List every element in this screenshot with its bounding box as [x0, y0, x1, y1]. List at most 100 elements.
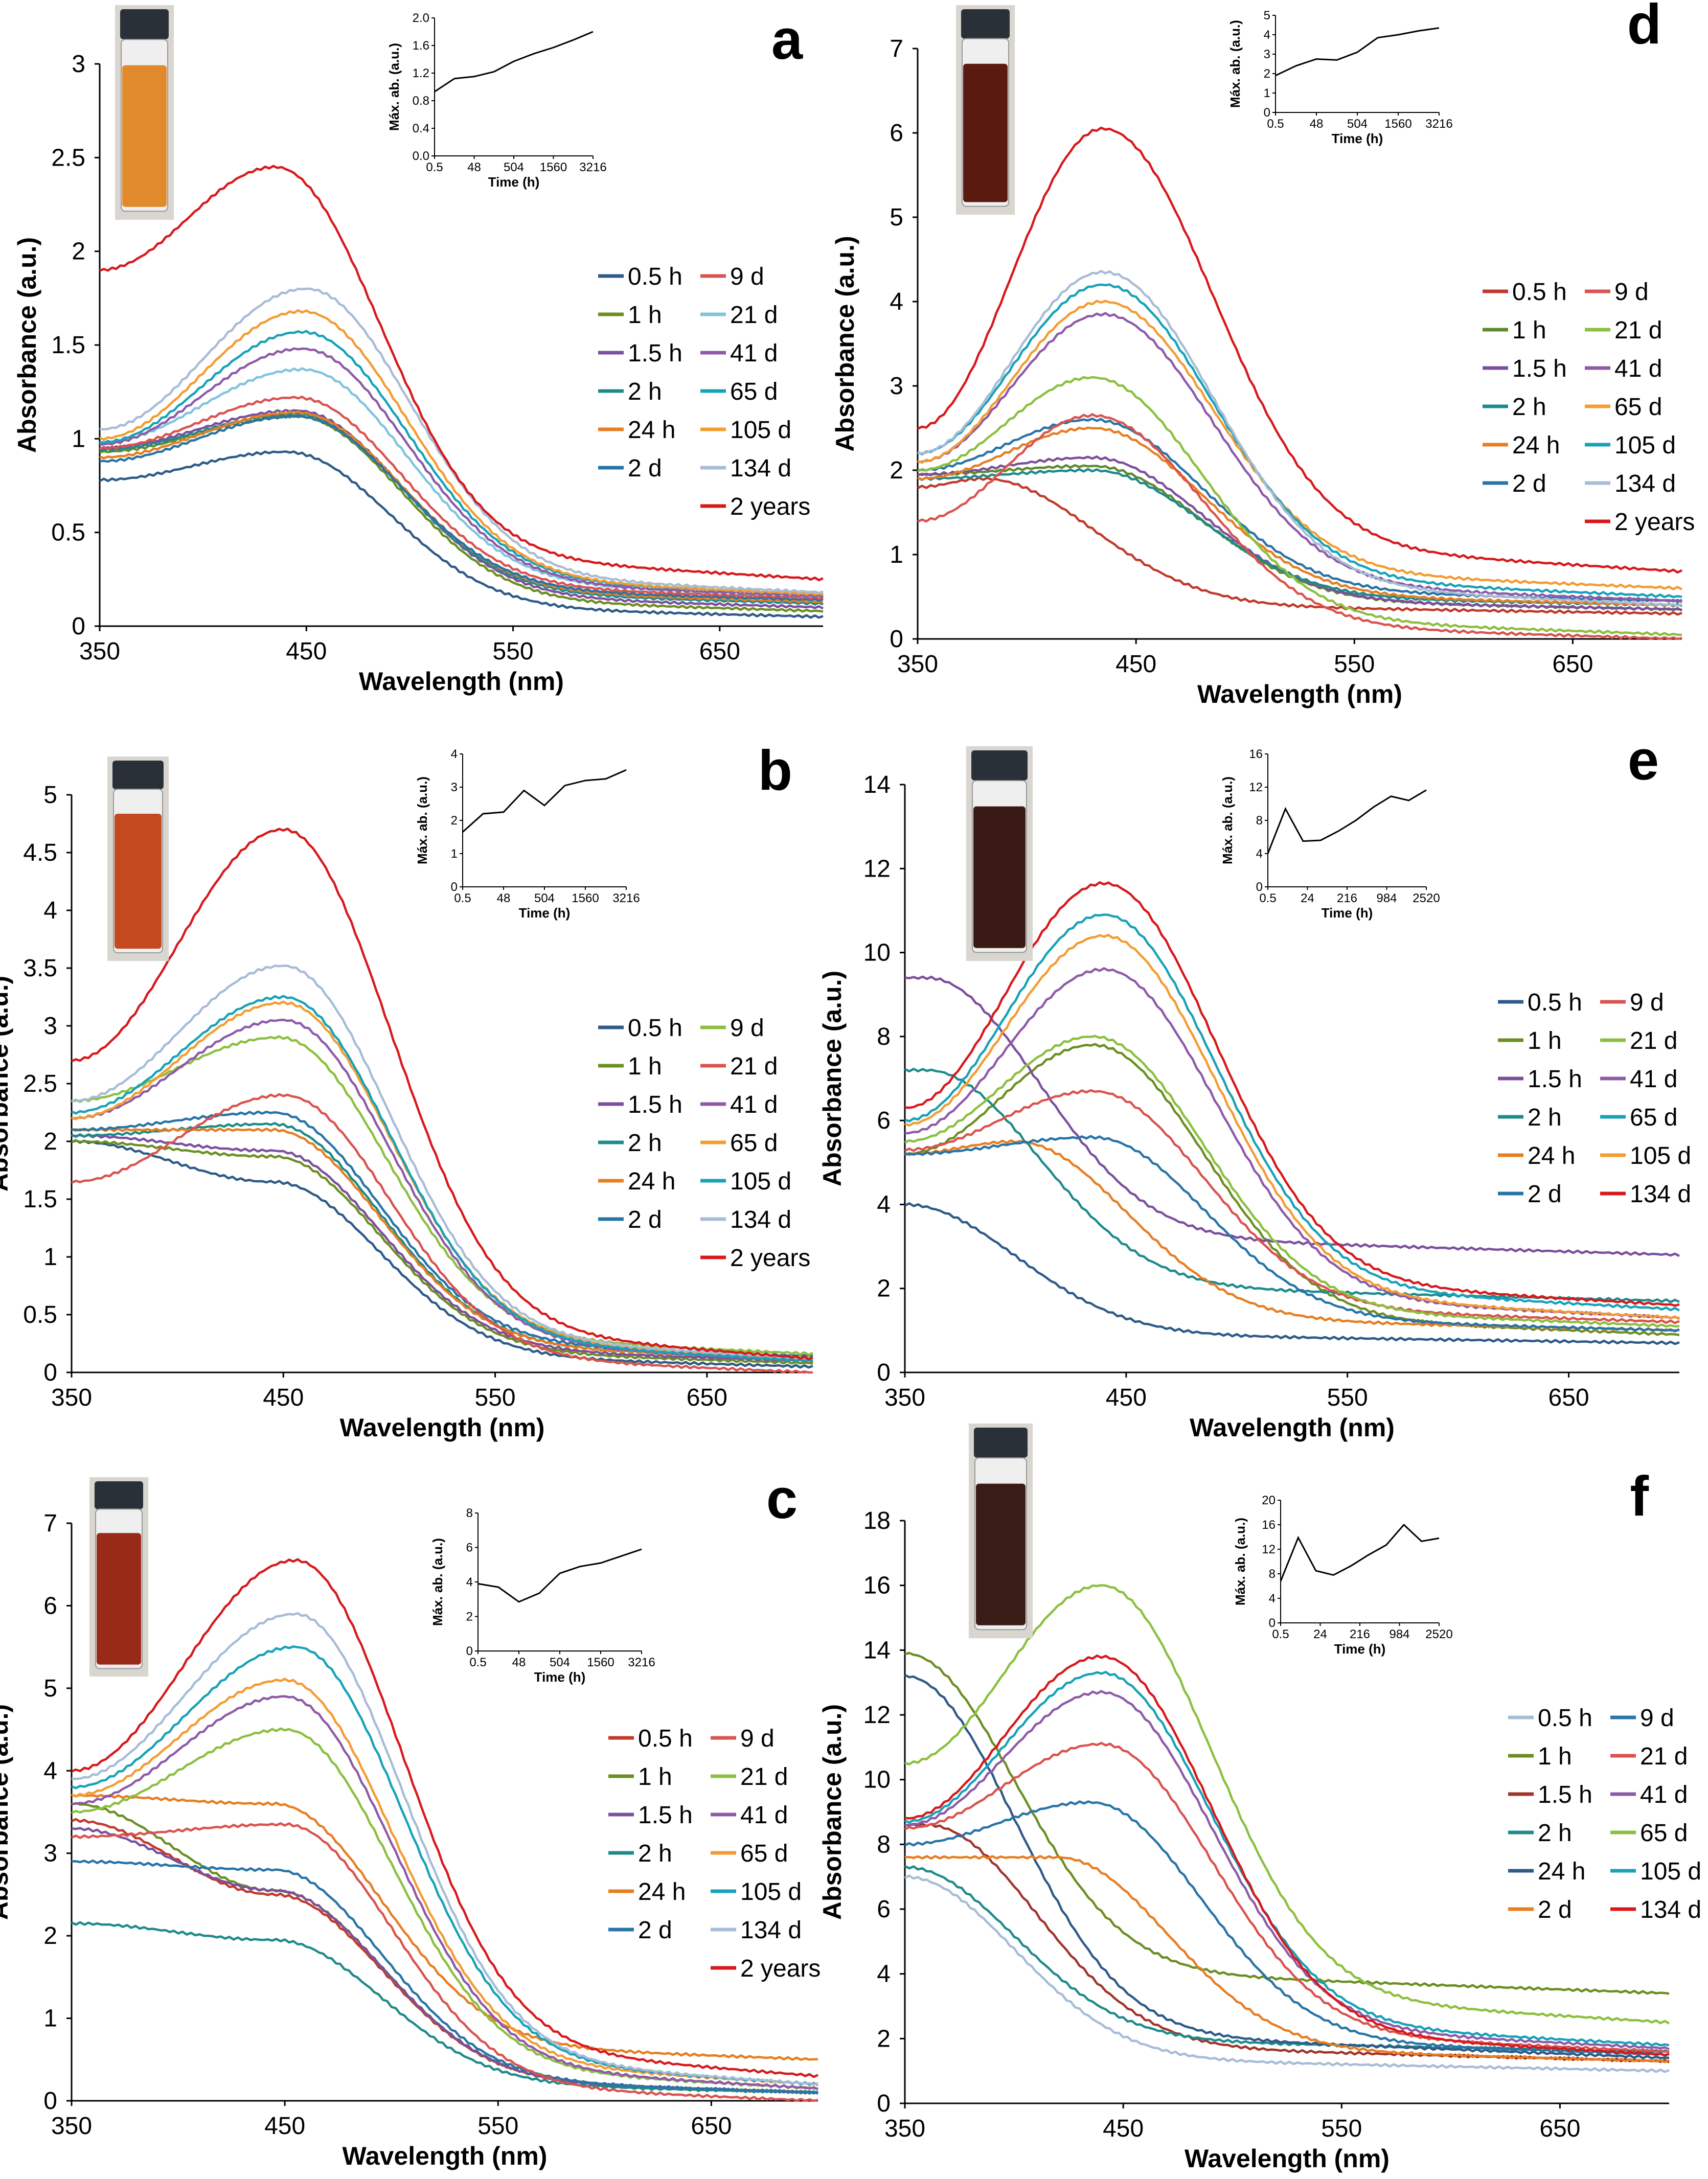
series-line-41-d	[904, 1690, 1670, 2051]
legend-label: 105 d	[730, 1168, 791, 1195]
y-tick-label: 1	[43, 2005, 57, 2032]
legend-label: 0.5 h	[628, 263, 682, 290]
legend-label: 9 d	[1630, 989, 1664, 1016]
y-tick-label: 3	[43, 1013, 57, 1040]
y-tick-label: 0	[43, 2088, 57, 2115]
panel-a: 0 0.5 1 1.5 2 2.5 3 350 450 550 650 Wavelength (nm)…	[13, 5, 824, 696]
legend-label: 2 d	[628, 455, 662, 482]
inset-x-axis-title: Time (h)	[1334, 1641, 1386, 1657]
inset-y-tick-label: 0	[1269, 1616, 1276, 1630]
inset-y-tick-label: 2	[466, 1610, 473, 1624]
series-line-21-d	[71, 1093, 813, 1374]
inset-line	[1267, 789, 1427, 854]
series-line-1.5-h	[71, 1133, 814, 1363]
y-tick-label: 3	[43, 1840, 57, 1867]
legend-label: 2 d	[628, 1206, 662, 1233]
inset-y-tick-label: 0	[1256, 880, 1263, 894]
panel-c: 0 1 2 3 4 5 6 7 350 450 550 650 Wavelength (nm) Absor…	[0, 1467, 821, 2170]
inset-x-tick-label: 0.5	[469, 1656, 486, 1669]
legend-label: 2 d	[1512, 470, 1546, 497]
y-tick-label: 0.5	[51, 519, 85, 546]
inset-x-tick-label: 0.5	[426, 160, 443, 174]
x-axis-title: Wavelength (nm)	[359, 667, 564, 696]
y-tick-label: 7	[890, 35, 903, 62]
legend-label: 65 d	[730, 378, 778, 405]
series-line-41-d	[71, 1695, 818, 2091]
inset-x-tick-label: 1560	[1384, 117, 1411, 131]
vial-cap	[974, 1428, 1028, 1458]
inset-x-tick-label: 24	[1313, 1627, 1327, 1641]
inset-chart: 0 4 8 12 16 0.5 24 216 984 2520 Time (h) Máx. ab. (…	[1220, 747, 1440, 921]
inset-x-tick-label: 984	[1389, 1627, 1409, 1641]
y-tick-label: 16	[863, 1572, 891, 1599]
series-line-21-d	[917, 376, 1682, 636]
x-tick-label: 650	[1548, 1384, 1589, 1411]
y-tick-label: 4	[43, 897, 57, 924]
inset-y-tick-label: 16	[1262, 1518, 1276, 1532]
legend-label: 65 d	[730, 1130, 778, 1157]
legend-label: 2 h	[638, 1840, 672, 1867]
series-line-134-d	[71, 965, 813, 1361]
inset-x-tick-label: 0.5	[454, 891, 471, 905]
inset-y-tick-label: 0	[1264, 106, 1270, 120]
inset-line	[1275, 27, 1440, 77]
inset-x-axis-title: Time (h)	[1332, 131, 1383, 146]
legend-label: 1 h	[628, 302, 662, 329]
legend-label: 2 h	[1528, 1104, 1562, 1131]
legend-label: 0.5 h	[1512, 279, 1567, 306]
legend-label: 65 d	[1614, 394, 1662, 421]
legend-label: 65 d	[1630, 1104, 1677, 1131]
y-axis-title: Absorbance (a.u.)	[13, 237, 41, 453]
x-tick-label: 550	[1327, 1384, 1368, 1411]
legend-label: 0.5 h	[628, 1015, 682, 1042]
y-tick-label: 6	[43, 1592, 57, 1619]
panel-label: c	[766, 1467, 798, 1530]
inset-y-tick-label: 8	[1269, 1567, 1276, 1581]
series-line-105-d	[917, 283, 1682, 599]
inset-y-axis-title: Máx. ab. (a.u.)	[1220, 776, 1235, 864]
legend-label: 2 h	[1512, 394, 1546, 421]
legend-label: 21 d	[730, 302, 778, 329]
legend-label: 24 h	[1538, 1858, 1585, 1885]
y-tick-label: 0.5	[23, 1301, 57, 1328]
x-tick-label: 450	[286, 638, 327, 665]
inset-line	[477, 1548, 642, 1603]
series-line-105-d	[71, 995, 813, 1363]
legend-label: 2 d	[638, 1917, 672, 1944]
legend-label: 24 h	[638, 1878, 686, 1906]
inset-y-tick-label: 2.0	[413, 11, 429, 25]
series-line-134-d	[904, 881, 1680, 1307]
inset-y-tick-label: 3	[1264, 48, 1270, 61]
legend-label: 1.5 h	[1528, 1066, 1582, 1093]
inset-y-tick-label: 1	[451, 847, 458, 861]
y-tick-label: 5	[43, 782, 57, 809]
x-tick-label: 350	[897, 651, 938, 678]
vial-cap	[961, 9, 1010, 39]
inset-y-axis-title: Máx. ab. (a.u.)	[415, 776, 430, 864]
legend-label: 24 h	[628, 417, 675, 444]
legend-label: 105 d	[730, 417, 791, 444]
inset-x-tick-label: 1560	[587, 1656, 614, 1669]
y-tick-label: 1	[72, 425, 85, 452]
series-line-134-d	[99, 287, 824, 594]
inset-y-tick-label: 4	[1264, 28, 1270, 42]
inset-y-tick-label: 4	[1256, 847, 1263, 861]
x-tick-label: 450	[264, 2113, 305, 2140]
legend-label: 2 years	[730, 493, 810, 520]
legend-label: 0.5 h	[1538, 1705, 1592, 1732]
vial-cap	[971, 750, 1028, 781]
y-tick-label: 2	[877, 2025, 891, 2052]
series-line-9-d	[904, 1800, 1670, 2057]
legend-label: 2 d	[1538, 1896, 1572, 1923]
y-tick-label: 10	[863, 939, 891, 967]
legend-label: 0.5 h	[638, 1725, 693, 1752]
legend-label: 1 h	[1538, 1743, 1572, 1770]
vial-liquid	[97, 1533, 141, 1665]
inset-x-tick-label: 216	[1337, 891, 1357, 905]
y-tick-label: 1.5	[51, 332, 85, 359]
series-line-0.5-h	[904, 1874, 1670, 2073]
x-axis-title: Wavelength (nm)	[1197, 680, 1402, 708]
x-tick-label: 650	[699, 638, 740, 665]
legend-label: 9 d	[740, 1725, 775, 1752]
series-line-21-d	[71, 1727, 818, 2090]
